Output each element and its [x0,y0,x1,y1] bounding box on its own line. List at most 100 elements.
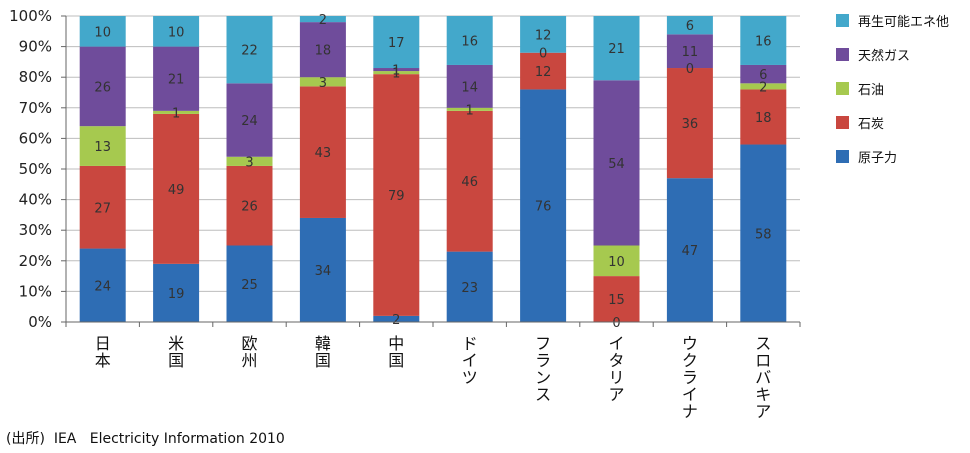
bar-segment [446,107,493,111]
bar-segment [666,68,713,179]
legend-swatch [836,82,849,95]
data-label: 49 [168,183,185,198]
data-label: 25 [241,278,258,293]
x-category-label: ナ [682,402,698,421]
y-tick-label: 100% [9,7,52,25]
bar-segment [740,89,787,145]
legend-label: 石油 [858,83,884,98]
bar-segment [153,16,200,47]
data-label: 13 [94,140,111,155]
bar-segment [373,315,420,322]
data-label: 47 [682,244,699,259]
x-category-label: ア [608,385,624,404]
y-tick-label: 30% [19,221,52,239]
bar-segment [299,22,346,78]
bar-segment [520,52,567,90]
data-label: 1 [392,64,400,79]
bar-segment [593,276,640,322]
data-label: 1 [392,67,400,82]
bar-segment [593,16,640,81]
data-label: 58 [755,227,772,242]
x-category-label: 州 [241,351,257,370]
legend-swatch [836,14,849,27]
y-tick-label: 0% [28,313,52,331]
bar-segment [153,110,200,114]
x-category-label: ウ [682,334,698,353]
bars [79,16,787,322]
data-label: 1 [172,106,180,121]
data-label: 12 [535,65,552,80]
bar-segment [373,71,420,75]
data-label: 22 [241,44,258,59]
y-tick-label: 80% [19,68,52,86]
bar-segment [593,245,640,277]
bar-segment [226,165,273,246]
data-label: 3 [319,76,327,91]
bar-segment [226,83,273,157]
data-label: 21 [168,73,185,88]
legend-label: 天然ガス [858,48,910,64]
data-label: 26 [94,80,111,95]
legend-label: 石炭 [858,117,884,132]
bar-segment [153,46,200,111]
bar-segment [373,74,420,316]
bar-segment [79,248,126,322]
x-category-label: ス [755,334,771,353]
data-label: 16 [755,34,772,49]
data-label: 2 [759,80,767,95]
data-label: 18 [755,111,772,126]
data-label: 11 [682,45,699,60]
bar-segment [520,89,567,322]
bar-segment [446,251,493,322]
bar-segment [666,16,713,35]
x-category-label: 国 [168,351,184,370]
bar-segment [299,77,346,87]
y-tick-label: 90% [19,38,52,56]
data-label: 10 [168,25,185,40]
x-category-label: 国 [315,351,331,370]
x-category-label: キ [755,385,771,404]
legend-label: 原子力 [858,151,897,166]
data-label: 10 [94,25,111,40]
data-label: 0 [686,62,694,77]
x-category-label: 日 [95,334,111,353]
y-tick-label: 40% [19,191,52,209]
bar-segment [153,263,200,322]
data-label: 27 [94,201,111,216]
legend-swatch [836,48,849,61]
data-label: 23 [461,281,478,296]
bar-segment [153,113,200,264]
data-label: 14 [461,80,478,95]
bar-segment [79,165,126,249]
data-label: 17 [388,36,405,51]
bar-segment [446,16,493,65]
x-category-label: イ [462,351,478,370]
y-tick-label: 50% [19,160,52,178]
bar-segment [740,83,787,90]
data-label: 10 [608,255,625,270]
data-label: 21 [608,42,625,57]
data-label: 2 [392,313,400,328]
y-tick-label: 20% [19,252,52,270]
x-category-label: ア [755,402,771,421]
data-label: 79 [388,189,405,204]
data-label: 18 [315,44,332,59]
bar-segment [299,86,346,218]
x-category-label: 韓 [315,334,331,353]
x-category-label: ツ [462,368,478,387]
bar-segment [373,16,420,69]
x-category-label: フ [535,334,551,353]
x-category-label: 米 [168,334,184,353]
legend-swatch [836,116,849,129]
x-category-label: ク [682,351,698,370]
data-label: 15 [608,293,625,308]
x-category-label: リ [608,368,624,387]
x-category-label: ロ [755,351,771,370]
x-category-label: タ [608,351,624,370]
bar-segment [740,64,787,84]
data-label: 0 [612,316,620,331]
data-label: 34 [315,264,332,279]
bar-segment [666,34,713,69]
